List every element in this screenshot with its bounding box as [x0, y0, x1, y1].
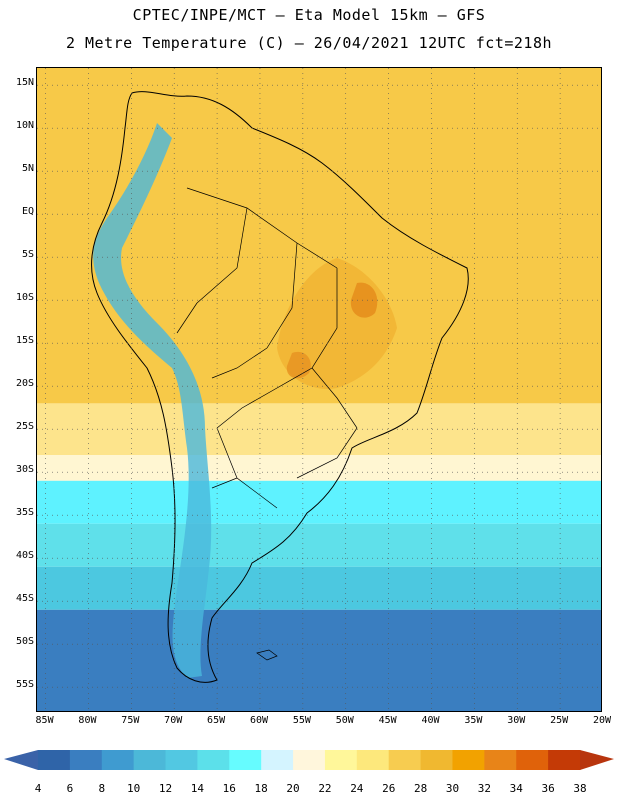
colorbar-tick-label: 12 [158, 782, 173, 795]
temperature-band-6-8 [37, 609, 601, 711]
colorbar-tick-label: 28 [413, 782, 428, 795]
colorbar-tick-label: 34 [509, 782, 523, 795]
temperature-band-20-22 [37, 455, 601, 481]
colorbar-swatch [548, 750, 581, 770]
colorbar-swatch [420, 750, 453, 770]
colorbar-swatch [38, 750, 71, 770]
colorbar-tick-label: 30 [445, 782, 460, 795]
colorbar-swatch [229, 750, 262, 770]
longitude-tick-label: 55W [292, 715, 311, 726]
colorbar-swatch [324, 750, 358, 770]
longitude-tick-label: 35W [464, 715, 483, 726]
colorbar-tick-label: 6 [66, 782, 74, 795]
country-borders [176, 187, 358, 509]
latitude-tick-label: 10S [15, 292, 34, 304]
colorbar-tick-label: 32 [477, 782, 491, 795]
longitude-tick-label: 25W [550, 715, 569, 726]
colorbar-tick-label: 4 [34, 782, 42, 795]
colorbar-swatch [197, 750, 230, 770]
colorbar-tick-label: 16 [222, 782, 236, 795]
latitude-tick-label: 20S [15, 378, 34, 390]
latitude-tick-label: 15N [15, 77, 34, 89]
longitude-tick-label: 50W [335, 715, 354, 726]
latitude-tick-label: 15S [15, 335, 34, 347]
map-title-line-2: 2 Metre Temperature (C) – 26/04/2021 12U… [65, 34, 553, 52]
temperature-map [36, 67, 602, 712]
latitude-tick-label: 35S [15, 507, 34, 519]
colorbar-tick-label: 26 [382, 782, 396, 795]
temperature-band-12-14 [37, 566, 601, 610]
latitude-tick-label: 5S [21, 249, 34, 261]
latitude-tick-label: EQ [21, 206, 34, 218]
colorbar-swatch [165, 750, 198, 770]
longitude-tick-label: 85W [35, 715, 54, 726]
colorbar-swatch [69, 750, 103, 770]
latitude-tick-label: 50S [15, 636, 34, 648]
temperature-map-canvas [37, 68, 601, 711]
longitude-tick-label: 60W [249, 715, 268, 726]
south-america-coastline [91, 91, 469, 683]
colorbar-tick-label: 8 [98, 782, 106, 795]
colorbar-swatch [516, 750, 549, 770]
colorbar-swatch [133, 750, 167, 770]
latitude-tick-label: 30S [15, 464, 34, 476]
longitude-tick-label: 45W [378, 715, 397, 726]
latitude-tick-label: 10N [15, 120, 34, 132]
latitude-tick-label: 45S [15, 593, 34, 605]
map-title-line-1: CPTEC/INPE/MCT – Eta Model 15km – GFS [132, 6, 486, 24]
colorbar-tick-label: 36 [541, 782, 555, 795]
colorbar-tick-label: 24 [350, 782, 364, 795]
falkland-islands [256, 649, 278, 661]
colorbar-swatch [388, 750, 422, 770]
longitude-tick-label: 40W [421, 715, 440, 726]
colorbar-swatch [261, 750, 294, 770]
longitude-tick-label: 65W [207, 715, 226, 726]
colorbar-swatch [356, 750, 390, 770]
latitude-tick-label: 40S [15, 550, 34, 562]
colorbar-over-arrow [580, 750, 614, 770]
colorbar-tick-label: 20 [286, 782, 300, 795]
colorbar-tick-label: 38 [573, 782, 587, 795]
longitude-tick-label: 70W [164, 715, 183, 726]
colorbar-swatch [484, 750, 517, 770]
latitude-tick-label: 25S [15, 421, 34, 433]
colorbar-tick-label: 22 [318, 782, 332, 795]
colorbar-tick-label: 10 [127, 782, 141, 795]
temperature-band-14-16 [37, 523, 601, 567]
colorbar-under-arrow [4, 750, 38, 770]
colorbar-tick-label: 18 [254, 782, 268, 795]
longitude-tick-label: 20W [592, 715, 612, 726]
longitude-tick-label: 30W [507, 715, 526, 726]
south-america-continent [91, 91, 469, 683]
andes-cold-strip [93, 123, 212, 678]
latitude-tick-label: 55S [15, 679, 34, 691]
colorbar-swatch [452, 750, 485, 770]
colorbar-swatch [293, 750, 326, 770]
temperature-colorbar [4, 750, 614, 770]
brazil-east-hotspot [350, 282, 378, 318]
colorbar-swatch [101, 750, 135, 770]
longitude-tick-label: 80W [78, 715, 97, 726]
colorbar-tick-label: 14 [190, 782, 205, 795]
latitude-tick-label: 5N [21, 163, 34, 175]
longitude-tick-label: 75W [121, 715, 140, 726]
